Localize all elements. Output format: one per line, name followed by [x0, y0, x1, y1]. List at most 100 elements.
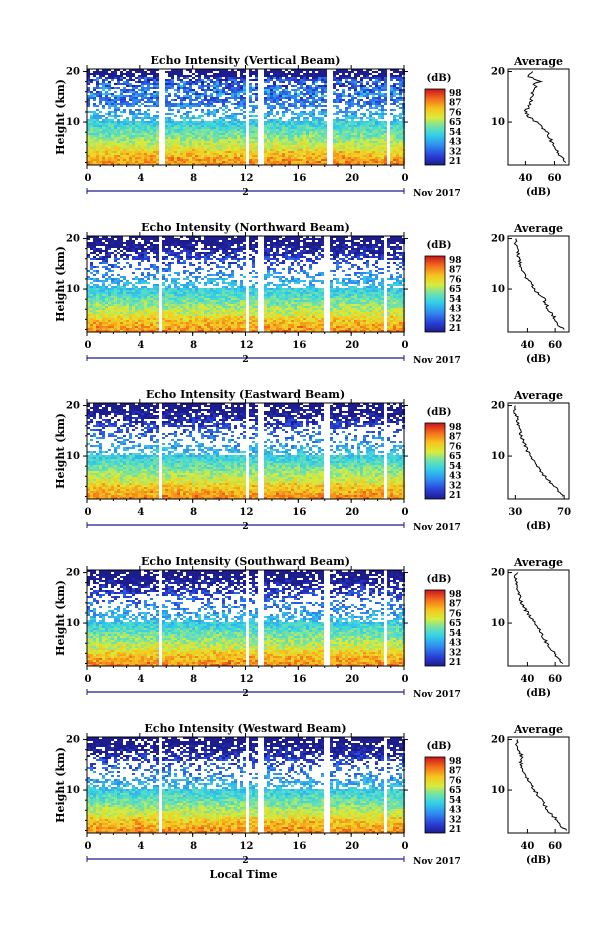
- x-tick-label: 0: [85, 674, 92, 685]
- panel-3: Echo Intensity (Eastward Beam)1020Height…: [54, 388, 571, 533]
- avg-x-tick-label: 60: [548, 674, 562, 685]
- avg-x-axis-label: (dB): [526, 521, 551, 532]
- x-tick-label: 20: [345, 507, 359, 518]
- y-tick-label: 10: [66, 618, 80, 629]
- day-label: 2: [242, 355, 248, 365]
- date-label: Nov 2017: [413, 189, 461, 199]
- y-axis-label: Height (km): [54, 580, 67, 656]
- x-tick-label: 8: [190, 507, 197, 518]
- avg-x-tick-label: 40: [520, 841, 534, 852]
- x-tick-label: 20: [345, 340, 359, 351]
- colorbar: [425, 89, 445, 165]
- colorbar: [425, 256, 445, 332]
- date-label: Nov 2017: [413, 523, 461, 533]
- y-tick-label: 10: [66, 117, 80, 128]
- x-tick-label: 8: [190, 173, 197, 184]
- x-tick-label: 4: [137, 340, 144, 351]
- x-tick-label: 4: [137, 173, 144, 184]
- panel-2: Echo Intensity (Northward Beam)1020Heigh…: [54, 221, 569, 366]
- average-line: [515, 239, 565, 330]
- x-tick-label: 16: [292, 841, 306, 852]
- colorbar-tick-label: 87: [449, 266, 462, 276]
- avg-x-axis-label: (dB): [526, 688, 551, 699]
- colorbar-tick-label: 98: [449, 89, 462, 99]
- panel-4: Echo Intensity (Southward Beam)1020Heigh…: [54, 555, 569, 700]
- heatmap: [87, 403, 405, 499]
- colorbar-tick-label: 76: [449, 776, 462, 786]
- avg-y-tick-label: 20: [491, 401, 505, 412]
- colorbar-tick-label: 76: [449, 108, 462, 118]
- colorbar-tick-label: 98: [449, 256, 462, 266]
- x-tick-label: 12: [240, 340, 254, 351]
- average-title: Average: [513, 55, 563, 68]
- avg-y-tick-label: 10: [491, 117, 505, 128]
- x-tick-label: 12: [240, 674, 254, 685]
- x-tick-label: 20: [345, 674, 359, 685]
- avg-y-tick-label: 10: [491, 618, 505, 629]
- avg-x-tick-label: 60: [548, 173, 562, 184]
- y-axis-label: Height (km): [54, 246, 67, 322]
- y-axis-label: Height (km): [54, 747, 67, 823]
- average-frame: [508, 69, 569, 165]
- colorbar-tick-label: 76: [449, 275, 462, 285]
- colorbar: [425, 423, 445, 499]
- colorbar-label: (dB): [427, 73, 452, 84]
- colorbar-label: (dB): [427, 407, 452, 418]
- panel-1: Echo Intensity (Vertical Beam)1020Height…: [54, 54, 569, 199]
- x-tick-label: 0: [402, 507, 409, 518]
- y-tick-label: 20: [66, 401, 80, 412]
- average-title: Average: [513, 389, 563, 402]
- average-title: Average: [513, 222, 563, 235]
- average-frame: [508, 737, 569, 833]
- avg-x-axis-label: (dB): [526, 187, 551, 198]
- avg-x-tick-label: 30: [508, 507, 522, 518]
- average-line: [525, 72, 566, 163]
- avg-y-tick-label: 20: [491, 568, 505, 579]
- x-axis-label: Local Time: [210, 868, 278, 881]
- y-tick-label: 20: [66, 234, 80, 245]
- colorbar-tick-label: 54: [449, 462, 462, 472]
- heatmap: [87, 69, 405, 165]
- colorbar-tick-label: 43: [449, 639, 462, 649]
- average-title: Average: [513, 556, 563, 569]
- avg-y-tick-label: 10: [491, 785, 505, 796]
- avg-y-tick-label: 10: [491, 284, 505, 295]
- average-frame: [508, 570, 569, 666]
- colorbar-tick-label: 87: [449, 600, 462, 610]
- y-axis-label: Height (km): [54, 79, 67, 155]
- x-tick-label: 8: [190, 674, 197, 685]
- x-tick-label: 0: [402, 340, 409, 351]
- colorbar-tick-label: 54: [449, 796, 462, 806]
- heatmap: [87, 570, 405, 666]
- x-tick-label: 0: [85, 841, 92, 852]
- x-tick-label: 0: [402, 674, 409, 685]
- colorbar-tick-label: 43: [449, 138, 462, 148]
- date-label: Nov 2017: [413, 690, 461, 700]
- colorbar-tick-label: 98: [449, 757, 462, 767]
- x-tick-label: 4: [137, 507, 144, 518]
- y-tick-label: 10: [66, 284, 80, 295]
- colorbar-tick-label: 65: [449, 285, 462, 295]
- colorbar-label: (dB): [427, 240, 452, 251]
- date-label: Nov 2017: [413, 356, 461, 366]
- colorbar: [425, 757, 445, 833]
- heatmap: [87, 236, 405, 332]
- colorbar-tick-label: 21: [449, 825, 462, 835]
- colorbar-tick-label: 76: [449, 609, 462, 619]
- colorbar-tick-label: 21: [449, 491, 462, 501]
- y-tick-label: 20: [66, 67, 80, 78]
- colorbar-label: (dB): [427, 741, 452, 752]
- average-line: [514, 573, 563, 664]
- avg-y-tick-label: 20: [491, 234, 505, 245]
- colorbar-tick-label: 87: [449, 99, 462, 109]
- heatmap: [87, 737, 405, 833]
- colorbar-tick-label: 76: [449, 442, 462, 452]
- colorbar-tick-label: 43: [449, 305, 462, 315]
- colorbar-tick-label: 32: [449, 815, 462, 825]
- x-tick-label: 20: [345, 841, 359, 852]
- colorbar-tick-label: 98: [449, 423, 462, 433]
